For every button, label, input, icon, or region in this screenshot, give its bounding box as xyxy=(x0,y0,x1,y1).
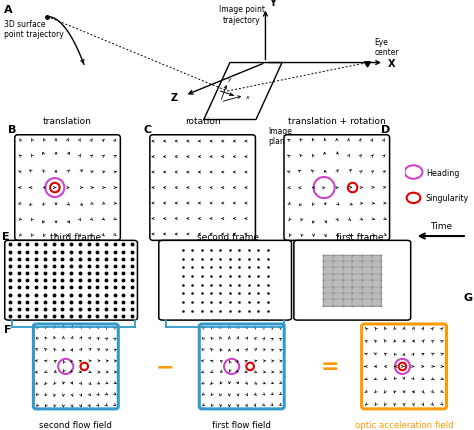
Text: Z: Z xyxy=(171,92,178,102)
Text: D: D xyxy=(381,125,391,135)
FancyBboxPatch shape xyxy=(5,241,137,320)
Text: −: − xyxy=(155,356,174,376)
Text: second frame: second frame xyxy=(197,232,258,241)
Text: Time: Time xyxy=(430,221,452,230)
FancyBboxPatch shape xyxy=(159,241,292,320)
Text: 3D surface
point trajectory: 3D surface point trajectory xyxy=(4,20,64,39)
Text: Image point
trajectory: Image point trajectory xyxy=(219,5,265,25)
Text: Heading: Heading xyxy=(426,168,459,177)
FancyBboxPatch shape xyxy=(15,135,120,241)
Text: X: X xyxy=(388,59,395,69)
Text: third frame: third frame xyxy=(50,232,101,241)
Text: optic acceleration field: optic acceleration field xyxy=(355,420,454,429)
Text: =: = xyxy=(321,356,340,376)
Text: x: x xyxy=(245,94,249,99)
Text: C: C xyxy=(144,125,152,135)
Bar xyxy=(323,255,382,306)
Text: first flow field: first flow field xyxy=(212,420,271,429)
Text: rotation: rotation xyxy=(185,117,220,126)
Text: E: E xyxy=(2,231,10,242)
FancyBboxPatch shape xyxy=(199,324,284,409)
Text: Eye
center: Eye center xyxy=(374,37,399,57)
FancyBboxPatch shape xyxy=(284,135,390,241)
FancyBboxPatch shape xyxy=(150,135,255,241)
Text: F: F xyxy=(4,325,11,335)
FancyBboxPatch shape xyxy=(362,324,447,409)
FancyBboxPatch shape xyxy=(33,324,118,409)
Text: A: A xyxy=(4,5,12,15)
Text: translation: translation xyxy=(43,117,92,126)
Text: B: B xyxy=(9,125,17,135)
FancyBboxPatch shape xyxy=(294,241,410,320)
Text: G: G xyxy=(464,292,473,302)
Text: translation + rotation: translation + rotation xyxy=(288,117,386,126)
Text: Singularity: Singularity xyxy=(426,194,469,203)
Text: first frame: first frame xyxy=(337,232,384,241)
Text: Image
plane: Image plane xyxy=(268,127,292,146)
Text: second flow field: second flow field xyxy=(39,420,112,429)
Text: Y: Y xyxy=(269,0,276,8)
Text: y: y xyxy=(228,77,231,82)
